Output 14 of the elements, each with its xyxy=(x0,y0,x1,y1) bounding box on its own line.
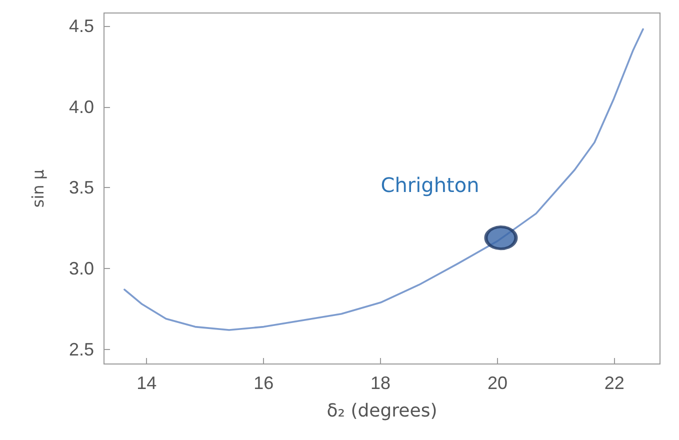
x-tick-label: 22 xyxy=(604,373,624,393)
x-tick-label: 18 xyxy=(370,373,391,393)
x-tick-label: 14 xyxy=(136,373,157,393)
line-series xyxy=(124,28,644,331)
y-tick-label: 2.5 xyxy=(68,339,94,360)
y-tick-label: 4.5 xyxy=(68,16,94,36)
x-tick-label: 20 xyxy=(487,373,508,393)
y-tick-label: 4.0 xyxy=(68,96,94,117)
y-axis-title: sin μ xyxy=(28,169,48,208)
y-tick-label: 3.0 xyxy=(68,258,94,279)
x-tick-label: 16 xyxy=(254,373,274,393)
x-axis-title: δ₂ (degrees) xyxy=(326,400,438,422)
annotation: Chrighton xyxy=(380,173,480,197)
y-tick-label: 3.5 xyxy=(68,178,94,198)
